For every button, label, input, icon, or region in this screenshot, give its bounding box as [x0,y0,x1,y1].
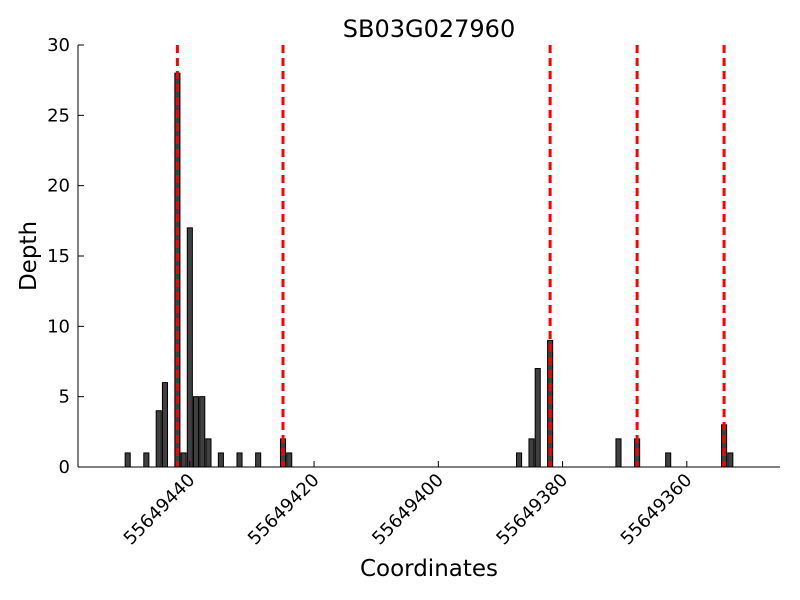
bar [727,452,734,468]
bar [534,368,541,468]
y-tick-label: 5 [59,387,70,408]
bar [217,452,224,468]
y-tick-label: 10 [47,316,70,337]
y-axis-label: Depth [16,221,42,291]
bar [286,452,293,468]
bar [180,452,187,468]
chart-title: SB03G027960 [343,15,515,43]
bar [161,382,169,468]
bar [205,438,212,468]
bar [143,452,150,468]
y-axis-ticks: 0 5 10 15 20 25 30 [47,35,84,478]
bar [615,438,622,468]
bar [155,410,162,468]
y-tick-label: 15 [47,246,70,267]
bar [199,396,206,468]
bar [721,424,728,468]
bar [516,452,523,468]
bar [665,452,672,468]
bar [528,438,535,468]
y-tick-label: 0 [59,457,70,478]
bar [236,452,243,468]
y-tick-label: 20 [47,176,70,197]
y-tick-label: 25 [47,105,70,126]
bar [124,452,131,468]
y-tick-label: 30 [47,35,70,56]
bar [186,227,193,468]
bar [255,452,262,468]
bar [192,396,200,468]
x-axis-label: Coordinates [360,556,498,582]
reference-lines [175,45,726,467]
